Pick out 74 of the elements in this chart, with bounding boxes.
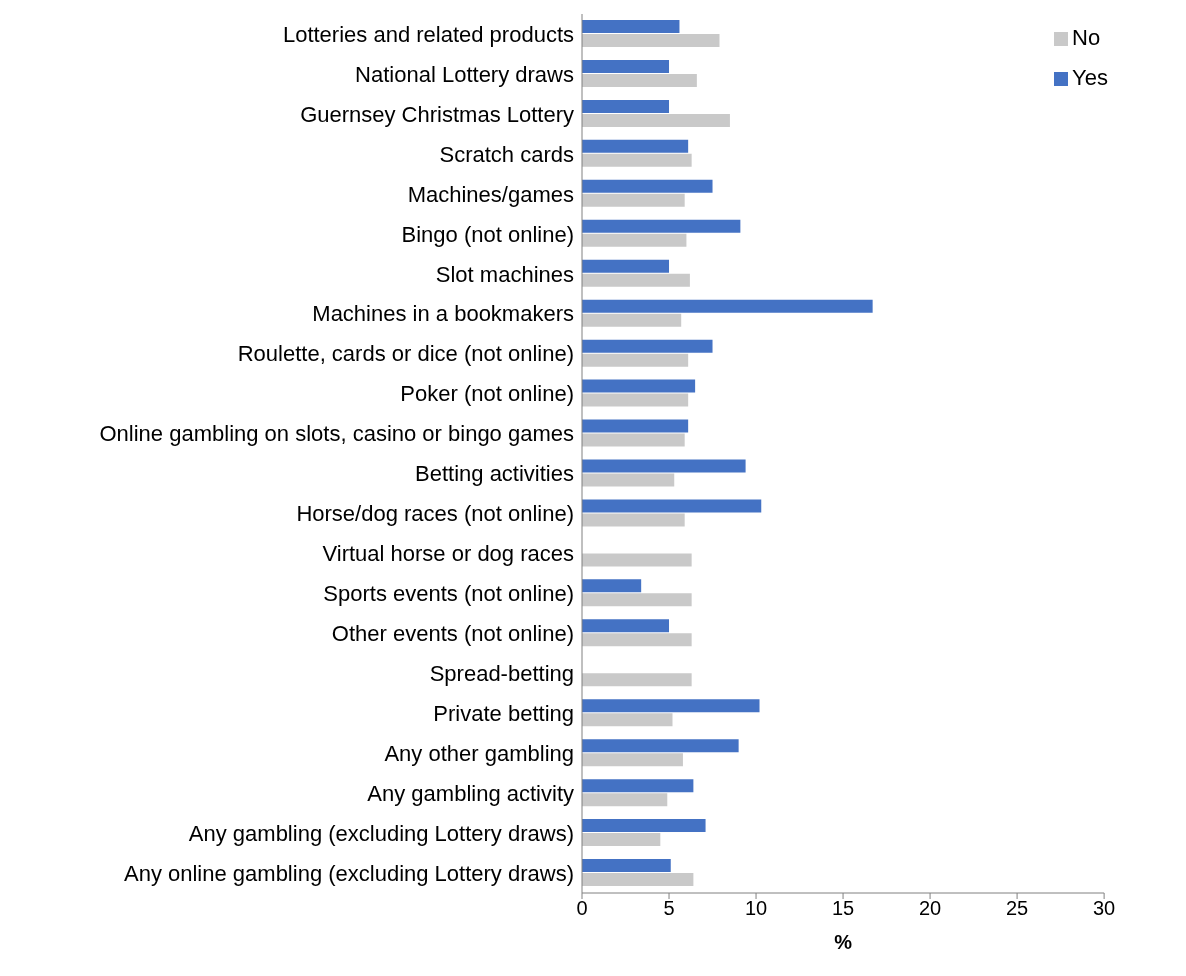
bar <box>582 873 694 887</box>
y-tick-label: Private betting <box>433 701 574 727</box>
bar <box>582 379 696 393</box>
y-tick-label: Any gambling (excluding Lottery draws) <box>188 820 574 846</box>
bar <box>582 113 730 127</box>
bar <box>582 779 694 793</box>
x-axis-title: % <box>834 931 853 953</box>
bar <box>582 99 670 113</box>
y-tick-label: Bingo (not online) <box>401 221 574 247</box>
bar <box>582 393 689 407</box>
bar <box>582 713 673 727</box>
bar <box>582 419 689 433</box>
bar <box>582 153 692 167</box>
y-tick-label: Horse/dog races (not online) <box>296 501 574 527</box>
y-tick-label: Any online gambling (excluding Lottery draws) <box>123 860 574 886</box>
x-tick-label: 5 <box>663 897 675 920</box>
legend-label: Yes <box>1072 65 1108 90</box>
bar <box>582 619 670 633</box>
bar <box>582 499 762 513</box>
bar <box>582 73 697 87</box>
y-tick-label: Any other gambling <box>384 740 574 766</box>
y-tick-label: National Lottery draws <box>355 61 574 87</box>
x-tick-label: 10 <box>744 897 768 920</box>
x-tick-label: 15 <box>831 897 855 920</box>
y-tick-label: Online gambling on slots, casino or bingo games <box>99 421 574 447</box>
bar <box>582 579 642 593</box>
bar <box>582 353 689 367</box>
bar <box>582 193 685 207</box>
bar <box>582 219 741 233</box>
bar <box>582 833 661 847</box>
bar <box>582 34 720 47</box>
bar <box>582 139 689 153</box>
y-tick-label: Virtual horse or dog races <box>322 541 574 567</box>
bar <box>582 233 687 247</box>
y-tick-label: Spread-betting <box>429 661 574 687</box>
y-tick-label: Lotteries and related products <box>282 21 574 47</box>
bar <box>582 179 713 193</box>
y-tick-label: Scratch cards <box>439 141 574 167</box>
bar <box>582 739 739 753</box>
bar <box>582 553 692 567</box>
bar <box>582 299 873 313</box>
y-tick-label: Guernsey Christmas Lottery <box>300 101 574 127</box>
bar <box>582 59 670 73</box>
y-tick-label: Machines in a bookmakers <box>312 301 574 327</box>
x-tick-label: 25 <box>1005 897 1029 920</box>
bar <box>582 593 692 607</box>
y-tick-label: Sports events (not online) <box>323 581 574 607</box>
x-tick-label: 0 <box>576 897 588 920</box>
bar <box>582 473 675 487</box>
bar <box>582 793 668 807</box>
bar <box>582 313 682 327</box>
bar <box>582 273 690 287</box>
y-tick-label: Poker (not online) <box>400 381 574 407</box>
legend-label: No <box>1072 25 1101 50</box>
bar <box>582 819 706 833</box>
x-tick-label: 30 <box>1092 897 1116 920</box>
bar <box>582 433 685 447</box>
bar <box>582 259 670 273</box>
bar <box>582 859 671 873</box>
y-tick-label: Any gambling activity <box>367 780 574 806</box>
y-tick-label: Other events (not online) <box>331 621 574 647</box>
bar <box>582 673 692 687</box>
bar <box>582 633 692 647</box>
bar <box>582 459 746 473</box>
bar <box>582 513 685 527</box>
y-tick-label: Slot machines <box>435 261 574 287</box>
bar <box>582 753 683 767</box>
bar <box>582 699 760 713</box>
bar <box>582 20 680 33</box>
y-tick-label: Betting activities <box>415 461 574 487</box>
y-tick-label: Roulette, cards or dice (not online) <box>237 341 574 367</box>
x-tick-label: 20 <box>918 897 942 920</box>
bar <box>582 339 713 353</box>
y-tick-label: Machines/games <box>407 181 574 207</box>
